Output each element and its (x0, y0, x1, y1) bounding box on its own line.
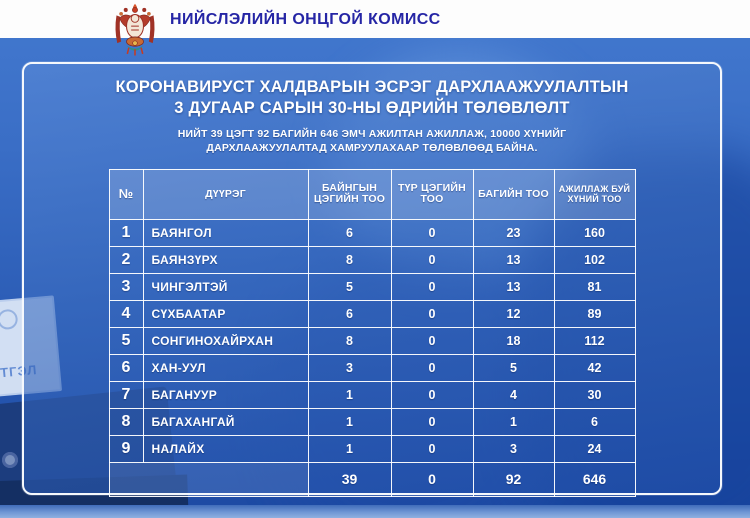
table-row: 3 ЧИНГЭЛТЭЙ 5 0 13 81 (108, 272, 636, 301)
table-row: 8 БАГАХАНГАЙ 1 0 1 6 (108, 407, 636, 436)
total-label-cell (108, 461, 309, 497)
total-temporary-points: 0 (390, 461, 474, 497)
staff-count-value: 30 (553, 380, 636, 409)
total-permanent-points: 39 (307, 461, 392, 497)
team-count-value: 3 (472, 434, 555, 463)
main-panel: КОРОНАВИРУСТ ХАЛДВАРЫН ЭСРЭГ ДАРХЛААЖУУЛ… (22, 62, 722, 497)
row-number: 5 (108, 326, 144, 355)
district-name: СҮХБААТАР (142, 299, 309, 328)
permanent-points-value: 1 (307, 380, 392, 409)
temporary-points-value: 0 (390, 407, 474, 436)
row-number: 8 (108, 407, 144, 436)
permanent-points-value: 3 (307, 353, 392, 382)
staff-count-value: 160 (553, 218, 636, 247)
row-number: 6 (108, 353, 144, 382)
district-name: БАЯНГОЛ (142, 218, 309, 247)
photo-sign-logo-circle (0, 308, 19, 331)
district-name: БАГАХАНГАЙ (142, 407, 309, 436)
table-row: 6 ХАН-УУЛ 3 0 5 42 (108, 353, 636, 382)
district-name: БАЯНЗҮРХ (142, 245, 309, 274)
team-count-value: 13 (472, 272, 555, 301)
team-count-value: 1 (472, 407, 555, 436)
row-number: 1 (108, 218, 144, 247)
team-count-value: 4 (472, 380, 555, 409)
staff-count-value: 42 (553, 353, 636, 382)
table-row: 1 БАЯНГОЛ 6 0 23 160 (108, 218, 636, 247)
permanent-points-value: 1 (307, 407, 392, 436)
total-row: 39 0 92 646 (108, 461, 636, 497)
column-header-district: ДҮҮРЭГ (142, 168, 309, 220)
page-title: КОРОНАВИРУСТ ХАЛДВАРЫН ЭСРЭГ ДАРХЛААЖУУЛ… (24, 77, 720, 119)
temporary-points-value: 0 (390, 245, 474, 274)
row-number: 9 (108, 434, 144, 463)
total-teams: 92 (472, 461, 555, 497)
temporary-points-value: 0 (390, 380, 474, 409)
column-header-number: № (108, 168, 144, 220)
staff-count-value: 6 (553, 407, 636, 436)
row-number: 2 (108, 245, 144, 274)
staff-count-value: 81 (553, 272, 636, 301)
column-header-permanent-points: БАЙНГЫН ЦЭГИЙН ТОО (307, 168, 392, 220)
title-line-2: 3 ДУГААР САРЫН 30-НЫ ӨДРИЙН ТӨЛӨВЛӨЛТ (174, 99, 570, 118)
title-line-1: КОРОНАВИРУСТ ХАЛДВАРЫН ЭСРЭГ ДАРХЛААЖУУЛ… (115, 78, 629, 96)
temporary-points-value: 0 (390, 326, 474, 355)
row-number: 4 (108, 299, 144, 328)
district-name: НАЛАЙХ (142, 434, 309, 463)
staff-count-value: 89 (553, 299, 636, 328)
permanent-points-value: 1 (307, 434, 392, 463)
table-row: 5 СОНГИНОХАЙРХАН 8 0 18 112 (108, 326, 636, 355)
temporary-points-value: 0 (390, 218, 474, 247)
district-name: БАГАНУУР (142, 380, 309, 409)
table-row: 4 СҮХБААТАР 6 0 12 89 (108, 299, 636, 328)
subtitle-line-1: НИЙТ 39 ЦЭГТ 92 БАГИЙН 646 ЭМЧ АЖИЛТАН А… (177, 128, 567, 141)
team-count-value: 5 (472, 353, 555, 382)
permanent-points-value: 6 (307, 299, 392, 328)
row-number: 7 (108, 380, 144, 409)
staff-count-value: 112 (553, 326, 636, 355)
district-table-body: 1 БАЯНГОЛ 6 0 23 160 2 БАЯНЗҮРХ 8 0 13 102 3 ЧИНГЭЛТЭ… (108, 218, 636, 463)
photo-wall-socket (2, 452, 18, 468)
permanent-points-value: 6 (307, 218, 392, 247)
temporary-points-value: 0 (390, 272, 474, 301)
team-count-value: 23 (472, 218, 555, 247)
district-name: ХАН-УУЛ (142, 353, 309, 382)
row-number: 3 (108, 272, 144, 301)
temporary-points-value: 0 (390, 299, 474, 328)
org-name: НИЙСЛЭЛИЙН ОНЦГОЙ КОМИСС (170, 11, 441, 28)
temporary-points-value: 0 (390, 434, 474, 463)
permanent-points-value: 5 (307, 272, 392, 301)
subtitle-line-2: ДАРХЛААЖУУЛАЛТАД ХАМРУУЛАХААР ТӨЛӨВЛӨӨД … (206, 142, 538, 155)
total-staff: 646 (553, 461, 636, 497)
column-header-staff: АЖИЛЛАЖ БУЙ ХҮНИЙ ТОО (553, 168, 636, 220)
table-row: 2 БАЯНЗҮРХ 8 0 13 102 (108, 245, 636, 274)
table-row: 7 БАГАНУУР 1 0 4 30 (108, 380, 636, 409)
staff-count-value: 102 (553, 245, 636, 274)
column-header-temporary-points: ТҮР ЦЭГИЙН ТОО (390, 168, 474, 220)
coat-of-arms-icon (115, 3, 155, 56)
temporary-points-value: 0 (390, 353, 474, 382)
coat-of-arms-logo (111, 3, 159, 57)
column-header-teams: БАГИЙН ТОО (472, 168, 555, 220)
district-name: ЧИНГЭЛТЭЙ (142, 272, 309, 301)
table-row: 9 НАЛАЙХ 1 0 3 24 (108, 434, 636, 463)
permanent-points-value: 8 (307, 245, 392, 274)
bottom-floor-strip (0, 505, 750, 518)
district-vaccination-table: № ДҮҮРЭГ БАЙНГЫН ЦЭГИЙН ТОО ТҮР ЦЭГИЙН Т… (108, 168, 636, 497)
table-header: № ДҮҮРЭГ БАЙНГЫН ЦЭГИЙН ТОО ТҮР ЦЭГИЙН Т… (108, 168, 636, 220)
permanent-points-value: 8 (307, 326, 392, 355)
page-subtitle: НИЙТ 39 ЦЭГТ 92 БАГИЙН 646 ЭМЧ АЖИЛТАН А… (24, 128, 720, 156)
team-count-value: 18 (472, 326, 555, 355)
team-count-value: 13 (472, 245, 555, 274)
staff-count-value: 24 (553, 434, 636, 463)
table-footer: 39 0 92 646 (108, 461, 636, 497)
district-name: СОНГИНОХАЙРХАН (142, 326, 309, 355)
table-header-row: № ДҮҮРЭГ БАЙНГЫН ЦЭГИЙН ТОО ТҮР ЦЭГИЙН Т… (108, 168, 636, 220)
team-count-value: 12 (472, 299, 555, 328)
